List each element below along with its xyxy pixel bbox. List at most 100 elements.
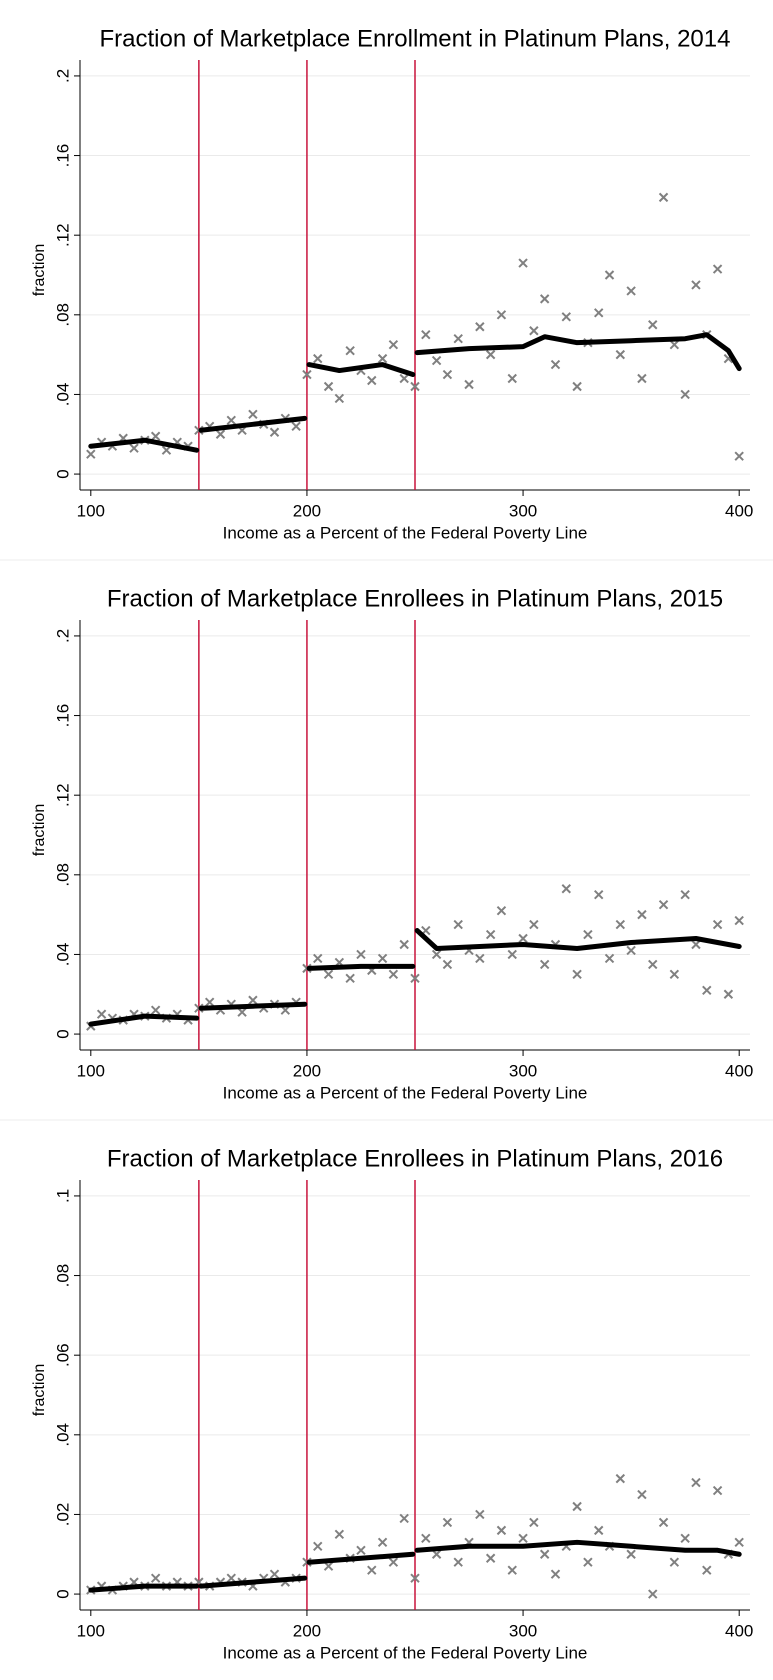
scatter-marker (615, 349, 626, 360)
scatter-marker (734, 915, 744, 926)
y-tick-label: .16 (53, 704, 72, 728)
scatter-marker (658, 192, 669, 203)
scatter-marker (431, 1549, 442, 1559)
scatter-marker (658, 899, 669, 910)
x-axis-title: Income as a Percent of the Federal Pover… (223, 1643, 588, 1662)
scatter-marker (485, 349, 496, 360)
scatter-marker (442, 959, 453, 970)
scatter-marker (561, 884, 571, 894)
scatter-marker (669, 339, 680, 350)
scatter-marker (604, 953, 615, 964)
x-tick-label: 200 (293, 1061, 321, 1080)
scatter-marker (215, 429, 226, 439)
scatter-marker (691, 939, 701, 950)
scatter-marker (453, 1557, 463, 1567)
y-tick-label: .1 (53, 1189, 72, 1203)
y-tick-label: .12 (53, 783, 72, 807)
scatter-marker (507, 373, 517, 384)
scatter-marker (323, 381, 334, 392)
chart-title: Fraction of Marketplace Enrollees in Pla… (107, 1145, 723, 1172)
scatter-marker (421, 330, 431, 340)
scatter-marker (442, 1517, 453, 1528)
scatter-marker (150, 431, 161, 441)
scatter-marker (648, 959, 658, 970)
scatter-marker (237, 1007, 247, 1017)
scatter-marker (410, 973, 420, 984)
scatter-marker (702, 1565, 712, 1575)
scatter-marker (204, 997, 215, 1007)
scatter-marker (345, 345, 355, 356)
scatter-marker (572, 969, 582, 980)
scatter-marker (572, 1501, 582, 1512)
scatter-marker (583, 1557, 593, 1567)
x-tick-label: 300 (509, 501, 537, 520)
scatter-marker (550, 1569, 561, 1579)
scatter-marker (637, 1489, 647, 1500)
y-tick-label: .06 (53, 1343, 72, 1367)
scatter-marker (691, 1477, 701, 1488)
scatter-marker (356, 949, 366, 960)
y-tick-label: .08 (53, 303, 72, 327)
x-tick-label: 100 (77, 1061, 105, 1080)
scatter-marker (496, 1525, 507, 1536)
scatter-marker (453, 919, 463, 930)
scatter-marker (367, 1565, 377, 1575)
scatter-marker (345, 973, 355, 984)
scatter-marker (507, 1565, 517, 1575)
y-tick-label: .08 (53, 863, 72, 887)
scatter-marker (388, 1557, 399, 1567)
x-tick-label: 300 (509, 1621, 537, 1640)
scatter-marker (410, 1573, 420, 1583)
scatter-marker (291, 421, 301, 432)
scatter-marker (269, 427, 280, 437)
scatter-marker (96, 1009, 107, 1019)
scatter-marker (356, 1545, 366, 1555)
scatter-marker (680, 1533, 690, 1544)
scatter-marker (669, 1557, 680, 1567)
scatter-marker (453, 333, 463, 344)
scatter-marker (615, 1473, 626, 1484)
scatter-marker (313, 353, 323, 364)
scatter-marker (615, 919, 626, 930)
scatter-marker (367, 375, 377, 386)
scatter-marker (431, 949, 442, 960)
scatter-marker (485, 929, 496, 940)
scatter-marker (626, 1549, 636, 1559)
scatter-marker (658, 1517, 669, 1528)
scatter-marker (226, 1573, 236, 1583)
scatter-marker (442, 369, 453, 380)
chart-panel: Fraction of Marketplace Enrollees in Pla… (0, 559, 773, 1102)
y-tick-label: .04 (53, 1423, 72, 1447)
scatter-marker (129, 443, 139, 453)
scatter-marker (334, 1529, 345, 1540)
fit-line (88, 928, 742, 1027)
scatter-marker (475, 322, 485, 332)
scatter-marker (86, 449, 96, 459)
x-tick-label: 100 (77, 1621, 105, 1640)
scatter-marker (248, 409, 258, 420)
scatter-marker (496, 310, 507, 320)
scatter-marker (712, 264, 723, 274)
scatter-marker (302, 369, 312, 380)
scatter-marker (150, 1573, 161, 1583)
scatter-marker (377, 353, 388, 364)
scatter-marker (691, 280, 701, 290)
scatter-marker (323, 969, 334, 980)
scatter-marker (637, 373, 647, 384)
scatter-marker (334, 393, 345, 404)
scatter-marker (464, 379, 474, 390)
y-tick-label: .2 (53, 69, 72, 83)
scatter-marker (669, 969, 680, 980)
scatter-marker (712, 919, 723, 930)
y-axis-title: fraction (31, 244, 48, 296)
scatter-marker (399, 373, 409, 384)
scatter-marker (594, 890, 604, 900)
y-tick-label: 0 (53, 1029, 72, 1038)
scatter-marker (507, 949, 517, 960)
scatter-marker (475, 1509, 485, 1520)
x-tick-label: 200 (293, 501, 321, 520)
y-axis-title: fraction (31, 804, 48, 856)
y-tick-label: 0 (53, 469, 72, 478)
scatter-marker (529, 1517, 539, 1528)
